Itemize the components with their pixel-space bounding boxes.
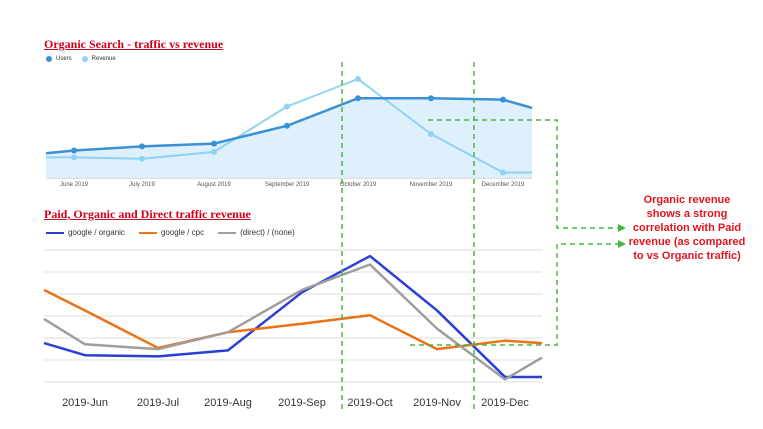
- bottom-chart-legend: google / organic google / cpc (direct) /…: [46, 228, 295, 237]
- revenue-point: [71, 154, 77, 161]
- revenue-point: [355, 76, 361, 82]
- top-chart-title: Organic Search - traffic vs revenue: [44, 37, 224, 51]
- top-x-tick-label: November 2019: [410, 182, 453, 188]
- legend-item-direct-none: (direct) / (none): [218, 228, 295, 237]
- bottom-x-tick-label: 2019-Oct: [347, 397, 392, 409]
- bottom-x-tick-label: 2019-Nov: [413, 397, 461, 409]
- top-x-tick-label: October 2019: [340, 182, 377, 188]
- arrow-icon: [618, 224, 626, 232]
- legend-item-users: Users: [46, 56, 72, 62]
- legend-item-revenue: Revenue: [81, 56, 116, 62]
- direct-none-line: [43, 263, 543, 381]
- annotation-text: Organic revenue shows a strong correlati…: [628, 194, 746, 262]
- legend-label-google-cpc: google / cpc: [160, 228, 205, 237]
- top-x-tick-label: August 2019: [197, 182, 231, 188]
- revenue-point: [139, 155, 145, 162]
- bottom-x-tick-label: 2019-Sep: [278, 397, 326, 409]
- users-point: [500, 96, 506, 103]
- users-point: [284, 122, 290, 129]
- revenue-point: [284, 103, 290, 110]
- users-point: [71, 147, 77, 154]
- legend-label-google-organic: google / organic: [68, 228, 125, 237]
- bottom-x-tick-label: 2019-Jul: [137, 397, 179, 409]
- top-x-tick-label: September 2019: [265, 182, 310, 188]
- top-x-tick-label: June 2019: [60, 182, 89, 188]
- legend-label-revenue: Revenue: [91, 56, 116, 62]
- revenue-point: [211, 148, 217, 155]
- google-cpc-swatch-icon: [138, 231, 157, 234]
- top-x-tick-label: July 2019: [129, 182, 155, 188]
- direct-none-swatch-icon: [218, 231, 237, 234]
- legend-label-direct-none: (direct) / (none): [240, 228, 295, 237]
- paid-connector-line: [410, 243, 618, 346]
- users-point: [139, 143, 145, 150]
- legend-item-google-organic: google / organic: [46, 228, 125, 237]
- revenue-swatch-icon: [81, 56, 88, 62]
- users-point: [211, 140, 217, 147]
- legend-label-users: Users: [56, 56, 72, 62]
- users-swatch-icon: [46, 56, 52, 62]
- bottom-chart-title: Paid, Organic and Direct traffic revenue: [44, 207, 251, 221]
- top-x-tick-label: December 2019: [482, 182, 525, 188]
- revenue-point: [500, 169, 506, 176]
- google-organic-swatch-icon: [46, 231, 64, 234]
- revenue-point: [428, 131, 434, 137]
- bottom-x-tick-label: 2019-Aug: [204, 397, 252, 409]
- users-point: [428, 95, 434, 102]
- legend-item-google-cpc: google / cpc: [138, 228, 205, 237]
- bottom-x-tick-label: 2019-Jun: [62, 397, 108, 409]
- users-area-fill: [46, 98, 532, 178]
- revenue-connector-line: [428, 119, 618, 229]
- top-chart-legend: Users Revenue: [46, 56, 116, 62]
- users-point: [355, 95, 361, 102]
- bottom-x-tick-label: 2019-Dec: [481, 397, 529, 409]
- arrow-icon: [618, 240, 626, 248]
